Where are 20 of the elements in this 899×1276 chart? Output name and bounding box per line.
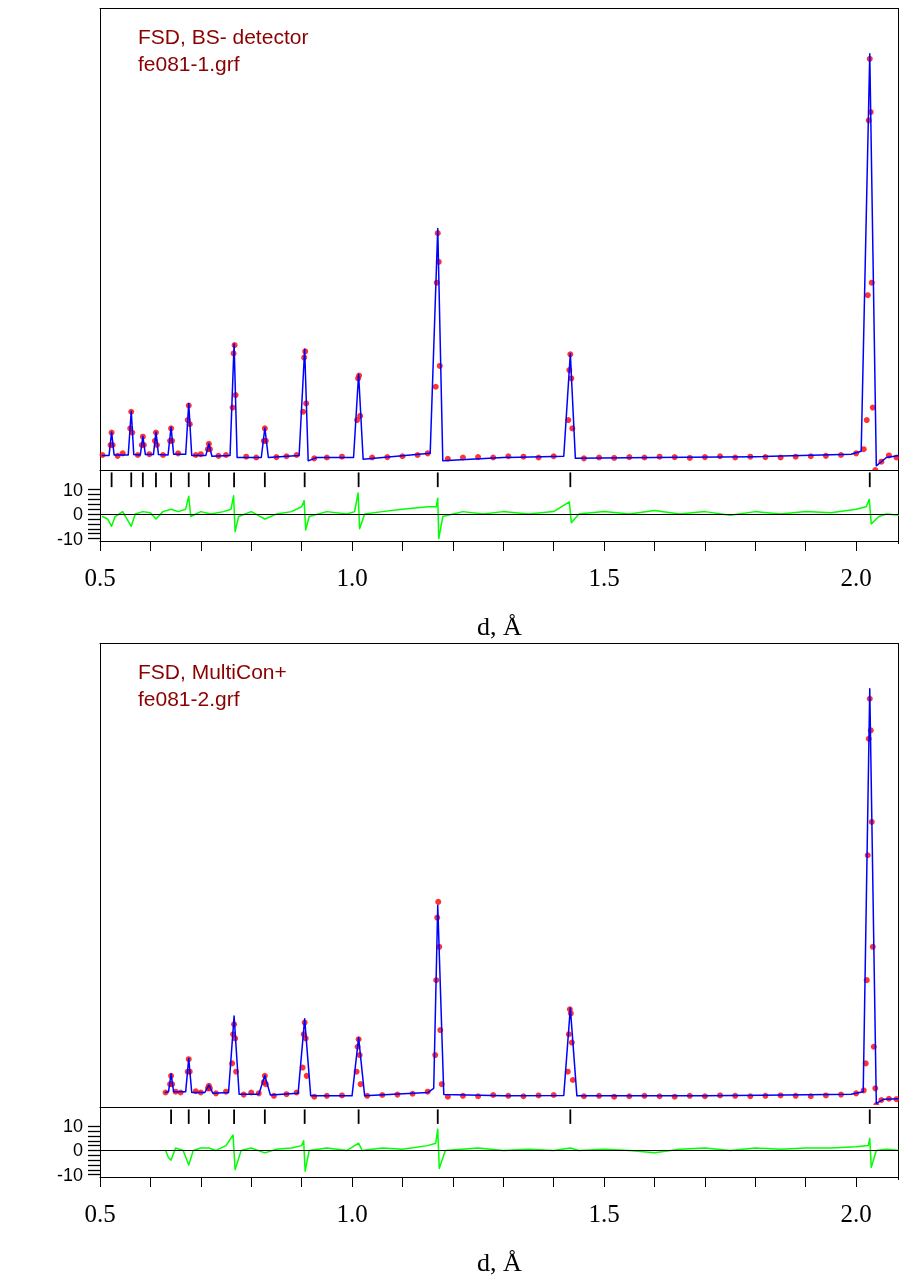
x-tick-label: 2.0 [840,564,872,591]
x-axis-title: d, Å [477,611,523,641]
y-tick-label: -10 [56,528,83,549]
x-axis-title: d, Å [477,1247,523,1276]
y-tick-label: 0 [72,504,83,525]
x-tick-label: 0.5 [84,1200,116,1227]
y-tick-label: 10 [62,479,83,500]
x-tick-label: 2.0 [840,1200,872,1227]
x-tick-label: 1.5 [588,564,620,591]
y-tick-label: 10 [62,1116,83,1137]
annotation: fe081-1.grf [138,52,240,75]
x-tick-label: 1.0 [336,564,368,591]
x-tick-label: 1.0 [336,1200,368,1227]
annotation: fe081-2.grf [138,687,240,710]
text: FSD, MultiCon+ [138,660,287,683]
x-tick-label: 0.5 [84,564,116,591]
y-tick-label: 0 [72,1140,83,1161]
text: FSD, BS- detector [138,25,309,48]
x-tick-label: 1.5 [588,1200,620,1227]
y-tick-label: -10 [56,1164,83,1185]
